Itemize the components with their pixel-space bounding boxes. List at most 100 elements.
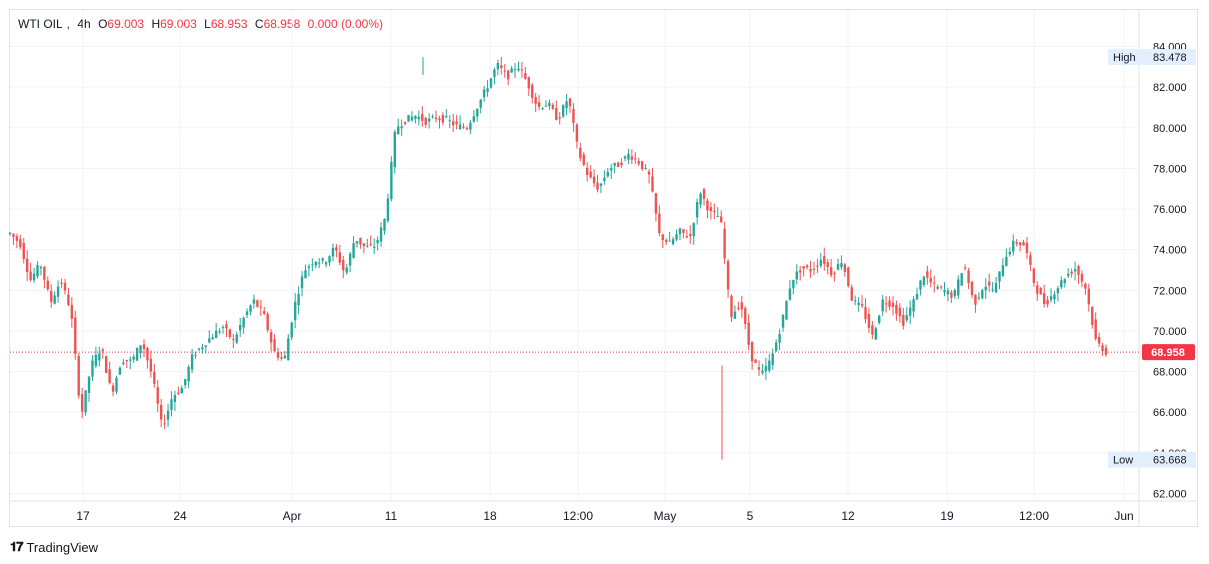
- candle: [991, 281, 994, 293]
- candle: [685, 229, 689, 239]
- candle-body: [170, 399, 173, 410]
- candle-body: [74, 317, 77, 354]
- candle-body: [534, 97, 537, 104]
- candle-body: [218, 331, 221, 333]
- candle: [864, 298, 867, 324]
- candle: [177, 386, 180, 396]
- low-marker-value: 63.668: [1153, 455, 1187, 467]
- candle: [115, 375, 118, 395]
- candle: [1032, 267, 1036, 287]
- candle-body: [108, 369, 111, 384]
- candle-body: [259, 306, 263, 308]
- candle-body: [503, 70, 506, 72]
- candle: [1049, 288, 1053, 303]
- candle: [826, 259, 829, 275]
- candle-body: [369, 243, 372, 245]
- candle: [950, 289, 953, 303]
- candle-body: [67, 294, 70, 306]
- candle: [984, 278, 987, 299]
- candle-body: [623, 156, 627, 159]
- candle: [860, 295, 864, 309]
- price-axis[interactable]: 62.00064.00066.00068.00070.00072.00074.0…: [1153, 42, 1187, 501]
- candle-body: [19, 239, 22, 248]
- candle: [70, 296, 74, 328]
- candle: [768, 353, 771, 373]
- candle-body: [417, 116, 421, 120]
- candle: [843, 262, 847, 277]
- candle: [692, 222, 695, 245]
- candle-body: [280, 357, 283, 359]
- candle-body: [929, 277, 932, 283]
- candle-body: [1049, 296, 1053, 300]
- candle: [67, 287, 70, 307]
- candle-body: [695, 201, 699, 218]
- candle: [654, 192, 658, 222]
- candle: [362, 243, 366, 254]
- legend-change: 0.000 (0.00%): [307, 17, 384, 31]
- candle: [510, 65, 513, 74]
- candle: [280, 352, 283, 361]
- candle-body: [675, 234, 678, 240]
- candle-body: [730, 295, 733, 318]
- candle: [105, 355, 108, 374]
- candle: [482, 85, 486, 102]
- candle-body: [46, 280, 49, 290]
- candle: [366, 238, 369, 248]
- candle: [372, 238, 376, 255]
- candle-body: [531, 84, 534, 98]
- candle-body: [764, 366, 768, 372]
- candle-body: [122, 362, 125, 365]
- candle: [293, 292, 297, 329]
- candle-body: [1042, 293, 1046, 305]
- candle-body: [908, 307, 912, 316]
- candle-body: [1084, 283, 1087, 289]
- candle: [135, 347, 139, 362]
- candle: [1070, 268, 1073, 278]
- candle: [318, 257, 321, 269]
- candle: [304, 264, 307, 279]
- candle-body: [287, 338, 290, 361]
- candle-body: [342, 260, 345, 271]
- candle-body: [1101, 345, 1104, 352]
- candle-body: [520, 69, 524, 71]
- candle: [620, 158, 623, 168]
- candle-body: [537, 102, 541, 107]
- candle: [1042, 284, 1046, 308]
- candle-body: [644, 168, 647, 170]
- candle-body: [1025, 242, 1029, 253]
- candle-body: [513, 69, 517, 71]
- candle: [668, 231, 671, 242]
- candle: [204, 344, 208, 354]
- candle: [953, 288, 957, 299]
- candle: [551, 102, 555, 111]
- candle: [290, 321, 293, 341]
- candle: [589, 165, 592, 179]
- candle-body: [558, 117, 561, 119]
- time-axis[interactable]: 17 24 Apr 11 18 12:00 May 5 12 19 12:00 Jun: [76, 509, 1133, 523]
- candle: [39, 265, 43, 276]
- candle: [379, 222, 383, 247]
- candle: [936, 284, 939, 290]
- candle-body: [94, 354, 98, 366]
- candle-body: [926, 271, 929, 278]
- candle-body: [8, 232, 12, 234]
- candle-body: [689, 233, 692, 236]
- candle: [922, 275, 926, 288]
- candle: [561, 103, 565, 119]
- candle-body: [541, 108, 544, 110]
- legend-symbol[interactable]: WTI OIL: [18, 17, 63, 31]
- candle-body: [269, 332, 273, 343]
- candle: [252, 294, 256, 309]
- candle: [709, 201, 713, 220]
- candle-body: [871, 325, 874, 335]
- candle-body: [324, 262, 328, 265]
- tradingview-brand[interactable]: 𝟏𝟕 TradingView: [10, 539, 98, 555]
- legend-interval[interactable]: 4h: [77, 17, 91, 31]
- candle: [331, 243, 335, 262]
- candle-body: [799, 270, 802, 273]
- candle-body: [32, 273, 36, 281]
- y-tick-label: 72.000: [1153, 285, 1187, 297]
- candle: [132, 354, 135, 363]
- candle: [84, 390, 87, 416]
